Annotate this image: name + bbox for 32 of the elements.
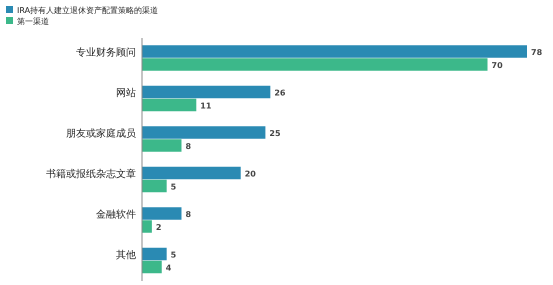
bar [142,248,167,260]
bar [142,180,167,192]
data-label: 20 [244,169,256,178]
y-tick-label: 朋友或家庭成员 [66,127,136,140]
y-tick-label: 其他 [116,248,136,261]
data-label: 26 [274,88,286,98]
data-label: 4 [166,263,172,272]
bar [142,98,196,112]
bar [142,139,182,152]
bar [142,126,266,139]
data-label: 8 [185,142,192,151]
legend-label: 第一渠道 [17,17,49,26]
y-tick-label: 网站 [116,86,136,99]
y-tick-label: 专业财务顾问 [76,46,136,58]
legend-label: IRA持有人建立退休资产配置策略的渠道 [17,6,158,15]
bar [142,86,270,98]
bar [142,207,182,220]
bar [142,166,241,180]
data-label: 2 [156,222,162,232]
y-tick-label: 金融软件 [96,208,136,220]
data-label: 70 [492,60,504,70]
data-label: 25 [269,128,281,138]
bar [142,220,152,233]
data-label: 11 [200,101,212,110]
bar [142,260,162,274]
data-label: 5 [170,250,177,260]
bar [142,45,527,58]
data-label: 8 [185,210,192,219]
y-tick-label: 书籍或报纸杂志文章 [46,168,136,180]
data-label: 78 [531,48,543,57]
data-label: 5 [170,182,177,192]
bar [142,58,488,71]
